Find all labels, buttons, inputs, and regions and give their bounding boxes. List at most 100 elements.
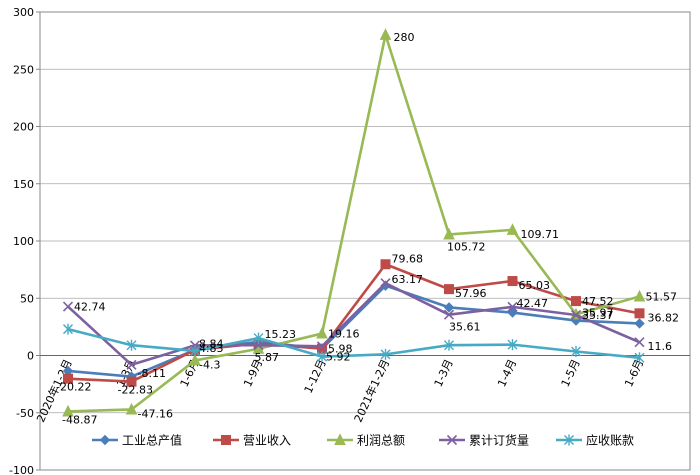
x-tick-label: 1-12月	[302, 357, 329, 395]
data-label: 35.37	[582, 309, 614, 322]
data-label: -20.22	[56, 381, 91, 394]
marker-triangle	[334, 433, 346, 445]
data-labels: 5.98 -20.22 -22.83 4.83 5.92 79.68 57.96 65.03 4…	[56, 31, 679, 427]
marker-star	[444, 339, 454, 351]
series-line	[67, 281, 641, 367]
data-label: 47.52	[582, 295, 614, 308]
data-label: 109.71	[521, 228, 560, 241]
marker-x	[507, 301, 518, 312]
data-label: -8.11	[138, 367, 166, 380]
data-label: 42.47	[517, 297, 549, 310]
marker-square	[634, 308, 645, 319]
marker-star	[571, 345, 581, 357]
marker-square	[380, 259, 391, 270]
marker-star	[507, 339, 518, 351]
data-label: 5.92	[326, 351, 351, 364]
data-label: 51.57	[646, 290, 678, 303]
marker-diamond	[507, 307, 518, 318]
marker-star	[253, 332, 264, 344]
marker-x-stroke	[634, 337, 645, 348]
series-line	[67, 262, 640, 383]
marker-star	[190, 345, 200, 357]
marker-x	[443, 309, 455, 320]
data-label: 5.98	[328, 343, 353, 356]
marker-x	[126, 359, 137, 370]
data-label: 79.68	[392, 252, 424, 265]
marker-x	[316, 341, 328, 352]
marker-diamond	[634, 318, 645, 329]
marker-triangle	[189, 353, 201, 366]
data-label: 280	[394, 31, 415, 44]
marker-triangle	[506, 223, 519, 235]
marker-square	[126, 376, 137, 387]
marker-square	[444, 284, 454, 295]
data-label: 36.82	[648, 311, 680, 324]
legend-item-1: 工业总产值	[92, 433, 182, 448]
marker-star	[63, 323, 73, 335]
data-label: 57.96	[455, 287, 487, 300]
legend-item-4: 累计订货量	[439, 433, 529, 448]
marker-x	[446, 434, 458, 446]
y-tick-label: 150	[13, 178, 34, 191]
y-tick-label: -50	[16, 407, 34, 420]
marker-x-stroke	[380, 278, 391, 289]
marker-x-stroke	[126, 359, 137, 370]
series-5	[63, 323, 645, 364]
data-label: -22.83	[118, 384, 153, 397]
marker-x-stroke	[316, 341, 328, 352]
marker-x-stroke	[446, 434, 458, 446]
marker-triangle	[316, 326, 328, 339]
legend-label: 累计订货量	[469, 433, 529, 448]
y-tick-label: -100	[9, 464, 34, 475]
x-tick-label: 1-4月	[495, 357, 519, 389]
marker-x	[570, 309, 582, 321]
data-label: 4.83	[199, 342, 224, 355]
legend-label: 营业收入	[243, 434, 291, 448]
marker-x-stroke	[62, 301, 74, 312]
y-tick-label: 200	[13, 121, 34, 134]
x-tick-label: 1-3月	[432, 357, 456, 389]
marker-triangle	[379, 28, 392, 40]
marker-star	[634, 352, 645, 364]
data-label: 35.97	[582, 306, 614, 319]
marker-x-stroke	[443, 309, 455, 320]
y-tick-label: 0	[27, 350, 34, 363]
legend-label: 应收账款	[586, 433, 634, 448]
marker-star	[564, 434, 574, 446]
y-tick-label: 50	[20, 292, 34, 305]
marker-square	[221, 435, 231, 445]
marker-star	[317, 351, 327, 363]
data-label: 63.17	[392, 273, 424, 286]
legend-item-2: 营业收入	[213, 434, 291, 448]
y-tick-label: 300	[13, 6, 34, 19]
data-label: 5.87	[255, 351, 280, 364]
marker-x	[634, 337, 645, 348]
marker-square	[571, 296, 581, 307]
data-label: 19.16	[328, 328, 360, 341]
marker-x	[380, 278, 391, 289]
marker-square	[63, 373, 73, 384]
x-tick-label: 2021年1-2月	[351, 357, 392, 425]
legend: 工业总产值 营业收入 利润总额 累计订货量 应收账款	[92, 433, 634, 448]
marker-diamond	[99, 434, 111, 446]
data-label: -47.16	[138, 407, 173, 420]
marker-star	[380, 348, 391, 360]
y-tick-label: 100	[13, 235, 34, 248]
data-label: -48.87	[62, 413, 97, 426]
x-tick-label: 1-5月	[559, 357, 583, 389]
marker-x-stroke	[507, 301, 518, 312]
data-label: 65.03	[519, 279, 551, 292]
data-label: 15.23	[265, 328, 297, 341]
legend-label: 工业总产值	[122, 433, 182, 448]
data-label: -4.3	[199, 358, 220, 371]
x-tick-label: 1-6月	[622, 357, 646, 389]
y-tick-label: 250	[13, 63, 34, 76]
marker-triangle	[633, 289, 646, 302]
marker-triangle	[443, 227, 455, 240]
marker-x	[62, 301, 74, 312]
data-label: 42.74	[74, 301, 106, 314]
legend-item-5: 应收账款	[556, 433, 634, 448]
marker-x-stroke	[253, 340, 264, 351]
